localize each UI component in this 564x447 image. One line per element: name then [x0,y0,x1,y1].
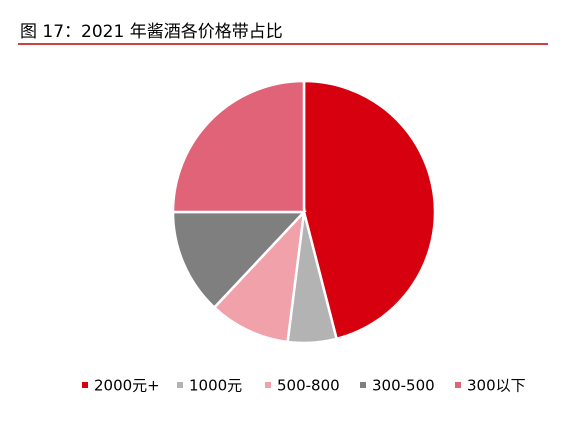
legend-label: 2000元+ [94,377,160,395]
legend-marker [360,382,366,388]
pie-slice [302,79,437,341]
chart-title: 图 17：2021 年酱酒各价格带占比 [20,22,283,42]
legend-label: 1000元 [189,377,242,395]
legend-label: 300-500 [372,377,435,395]
legend-marker [265,382,271,388]
pie-slice [171,79,306,214]
pie-slice [212,208,306,344]
legend-marker [82,382,88,388]
legend-marker [455,382,461,388]
pie-slice [171,210,307,310]
legend-marker [177,382,183,388]
legend-label: 500-800 [277,377,340,395]
legend-label: 300以下 [467,377,526,395]
